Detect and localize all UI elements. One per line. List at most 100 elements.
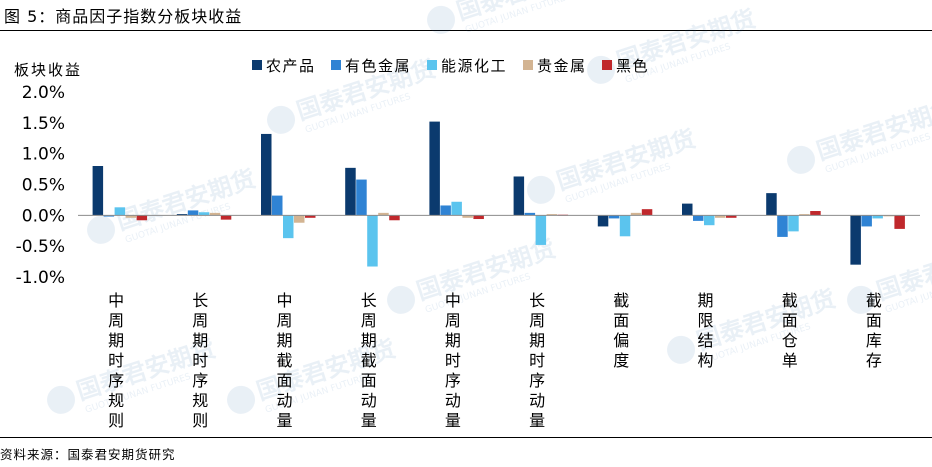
bar bbox=[187, 210, 199, 216]
watermark-logo-icon bbox=[787, 145, 816, 174]
legend-entry: 有色金属 bbox=[345, 57, 411, 75]
bar bbox=[378, 212, 389, 216]
bar bbox=[850, 215, 861, 265]
watermark-logo-icon bbox=[587, 55, 616, 84]
bar bbox=[198, 212, 210, 216]
legend-entry: 能源化工 bbox=[441, 57, 507, 75]
y-tick-label: 1.0% bbox=[22, 145, 65, 165]
legend-entry: 农产品 bbox=[266, 57, 316, 75]
bar bbox=[294, 215, 305, 223]
bar bbox=[682, 203, 693, 216]
bar bbox=[261, 133, 272, 216]
watermark-logo-icon bbox=[87, 215, 116, 244]
bar bbox=[872, 215, 883, 219]
x-tick-label: 中周期时序规则 bbox=[108, 291, 124, 430]
x-tick-label: 截面偏度 bbox=[613, 291, 629, 370]
bar bbox=[641, 209, 653, 216]
y-tick-label: 1.5% bbox=[22, 114, 65, 134]
bar bbox=[451, 201, 462, 216]
bar bbox=[810, 211, 821, 216]
bar bbox=[283, 215, 294, 239]
watermark-logo-icon bbox=[387, 285, 416, 314]
bar bbox=[473, 215, 484, 220]
y-axis-label: 板块收益 bbox=[14, 61, 82, 79]
legend-swatch bbox=[523, 60, 533, 70]
x-axis-labels: 中周期时序规则 长周期时序规则 中周期截面动量 长周期截面动量 中周期时序动量 长周期时序… bbox=[108, 291, 882, 430]
bar bbox=[114, 207, 126, 216]
watermark-logo-icon bbox=[427, 5, 456, 34]
bar bbox=[367, 215, 378, 267]
figure-title: 图 5：商品因子指数分板块收益 bbox=[4, 7, 243, 26]
legend: 农产品 有色金属 能源化工 贵金属 黑色 bbox=[252, 57, 649, 75]
bar bbox=[125, 215, 137, 218]
watermark-logo-icon bbox=[227, 385, 256, 414]
bars bbox=[92, 121, 905, 267]
bar bbox=[630, 212, 642, 216]
bar bbox=[462, 215, 473, 218]
bar bbox=[861, 215, 872, 227]
watermark-logo-icon bbox=[667, 335, 696, 364]
bar bbox=[103, 215, 115, 217]
bar bbox=[524, 212, 536, 216]
y-tick-label: 2.0% bbox=[22, 83, 65, 103]
bar bbox=[597, 215, 609, 227]
bar bbox=[440, 205, 451, 216]
bar bbox=[220, 215, 232, 220]
x-tick-label: 长周期时序动量 bbox=[529, 291, 545, 430]
bar bbox=[799, 214, 810, 216]
bar bbox=[619, 215, 631, 237]
bar bbox=[608, 215, 620, 219]
x-tick-label: 中周期截面动量 bbox=[276, 291, 292, 430]
legend-swatch bbox=[602, 60, 612, 70]
watermark-logo-icon bbox=[267, 105, 296, 134]
x-tick-label: 长周期截面动量 bbox=[361, 291, 377, 430]
bar bbox=[305, 215, 316, 218]
bar bbox=[788, 215, 799, 232]
bar bbox=[429, 121, 440, 216]
x-tick-label: 截面仓单 bbox=[782, 291, 798, 370]
legend-swatch bbox=[331, 60, 341, 70]
bar bbox=[209, 212, 221, 216]
bar bbox=[136, 215, 148, 221]
legend-entry: 黑色 bbox=[616, 57, 649, 75]
bar bbox=[894, 215, 905, 229]
y-tick-label: -0.5% bbox=[16, 237, 65, 257]
x-tick-label: 长周期时序规则 bbox=[192, 291, 208, 430]
bar bbox=[715, 215, 726, 218]
title-rule bbox=[0, 30, 932, 31]
watermark-logo-icon bbox=[47, 385, 76, 414]
bar bbox=[356, 179, 367, 216]
y-tick-label: 0.0% bbox=[22, 206, 65, 226]
bar bbox=[726, 215, 737, 218]
bar bbox=[693, 215, 704, 221]
bar bbox=[535, 215, 547, 245]
watermark-logo-icon bbox=[847, 285, 876, 314]
bar bbox=[176, 214, 188, 216]
bar bbox=[704, 215, 715, 226]
watermark-logo-icon bbox=[527, 175, 556, 204]
bar bbox=[389, 215, 400, 221]
x-tick-label: 中周期时序动量 bbox=[445, 291, 461, 430]
source-rule bbox=[0, 437, 932, 438]
y-axis-ticks: 2.0% 1.5% 1.0% 0.5% 0.0% -0.5% -1.0% bbox=[16, 83, 65, 288]
bar bbox=[513, 176, 525, 216]
y-tick-label: -1.0% bbox=[16, 268, 65, 288]
bar bbox=[345, 167, 356, 216]
bar bbox=[272, 195, 283, 216]
bar bbox=[546, 214, 558, 216]
x-tick-label: 期限结构 bbox=[697, 291, 713, 370]
bar bbox=[92, 166, 104, 216]
bar bbox=[766, 193, 777, 216]
y-tick-label: 0.5% bbox=[22, 176, 65, 196]
legend-entry: 贵金属 bbox=[537, 57, 587, 75]
legend-swatch bbox=[252, 60, 262, 70]
source-note: 资料来源：国泰君安期货研究 bbox=[0, 447, 176, 462]
x-tick-label: 截面库存 bbox=[866, 291, 882, 370]
